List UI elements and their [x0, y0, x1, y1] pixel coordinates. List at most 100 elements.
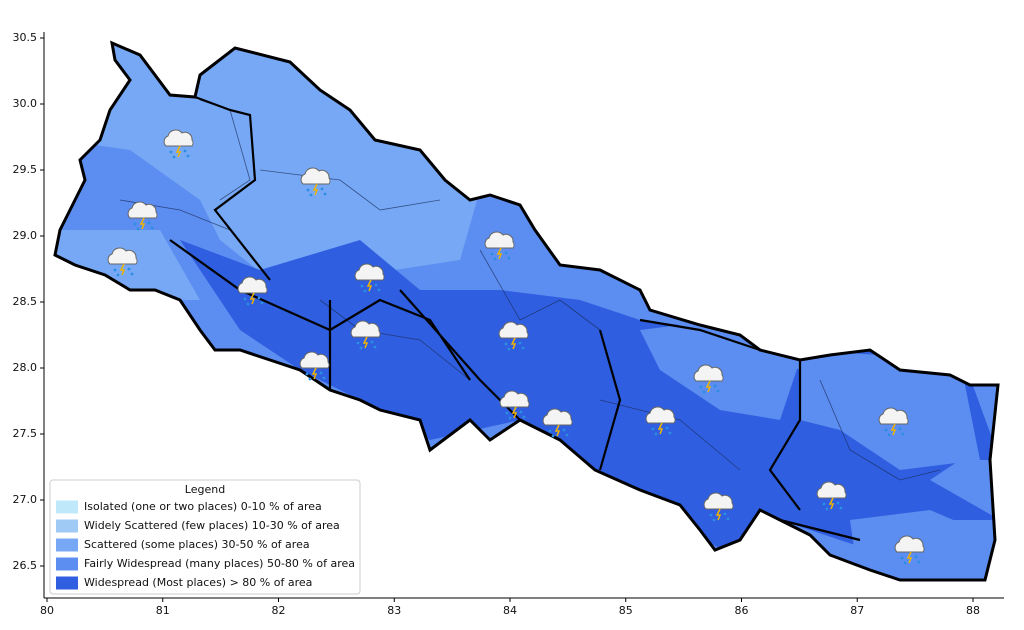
bolt: [906, 551, 913, 564]
drop: [884, 428, 888, 432]
legend-swatch: [56, 538, 78, 552]
rain-icon: [107, 247, 138, 277]
drop: [518, 341, 522, 345]
drop: [507, 347, 511, 351]
drop: [363, 289, 367, 293]
drop: [522, 415, 526, 419]
drop: [493, 257, 497, 261]
drop: [306, 188, 310, 192]
cloud: [499, 390, 530, 408]
cloud: [299, 351, 330, 369]
drop: [186, 154, 190, 158]
province-borders: [169, 95, 861, 542]
province-line: [169, 95, 861, 542]
bolt: [312, 183, 319, 196]
drop: [113, 268, 117, 272]
drop: [665, 426, 669, 430]
drop: [246, 302, 250, 306]
district-borders: [119, 99, 941, 481]
rain-icon: [645, 406, 676, 436]
cloud: [300, 167, 331, 185]
bolt: [311, 367, 318, 380]
cloud: [878, 407, 909, 425]
bolt: [828, 497, 835, 510]
x-tick-label: 86: [735, 604, 749, 617]
y-tick-label: 30.0: [13, 97, 38, 110]
x-tick-label: 82: [272, 604, 286, 617]
bolt: [510, 337, 517, 350]
cloud: [107, 247, 138, 265]
weather-icons: [107, 129, 925, 565]
rain-icon: [484, 231, 515, 261]
y-tick-label: 26.5: [13, 559, 38, 572]
bolt: [890, 423, 897, 436]
cloud: [350, 320, 381, 338]
rain-icon: [816, 481, 847, 511]
drop: [308, 377, 312, 381]
y-tick-label: 28.5: [13, 295, 38, 308]
drop: [903, 561, 907, 565]
rain-icon: [878, 407, 909, 437]
drop: [309, 193, 313, 197]
legend-box: [49, 479, 361, 595]
drop: [726, 517, 730, 521]
drop: [169, 150, 173, 154]
y-tick-label: 29.0: [13, 229, 38, 242]
rain-icon: [693, 364, 724, 394]
y-tick-label: 30.5: [13, 31, 38, 44]
bolt: [705, 380, 712, 393]
drop: [654, 432, 658, 436]
legend-label: Isolated (one or two places) 0-10 % of a…: [84, 500, 322, 513]
legend-label: Scattered (some places) 30-50 % of area: [84, 538, 310, 551]
drop: [243, 297, 247, 301]
drop: [323, 192, 327, 196]
y-tick-label: 28.0: [13, 361, 38, 374]
drop: [651, 427, 655, 431]
cloud: [354, 263, 385, 281]
drop: [359, 346, 363, 350]
bolt: [511, 406, 518, 419]
drop: [150, 226, 154, 230]
drop: [356, 341, 360, 345]
rain-icon: [499, 390, 530, 420]
drop: [373, 345, 377, 349]
x-tick-label: 87: [850, 604, 864, 617]
region-scattered-west: [55, 230, 200, 300]
bolt: [715, 508, 722, 521]
cloud: [127, 201, 158, 219]
drop: [360, 284, 364, 288]
x-tick-label: 84: [503, 604, 517, 617]
x-tick-label: 80: [40, 604, 54, 617]
drop: [702, 390, 706, 394]
x-tick-label: 85: [619, 604, 633, 617]
rain-icon: [703, 492, 734, 522]
cloud: [703, 492, 734, 510]
drop: [709, 513, 713, 517]
drop: [319, 371, 323, 375]
bolt: [175, 145, 182, 158]
drop: [712, 518, 716, 522]
region-fairly-widespread-south: [850, 510, 998, 580]
bolt: [657, 422, 664, 435]
legend-label: Fairly Widespread (many places) 50-80 % …: [84, 557, 355, 570]
rain-icon: [350, 320, 381, 350]
drop: [836, 501, 840, 505]
bolt: [362, 336, 369, 349]
x-tick-label: 81: [156, 604, 170, 617]
drop: [519, 410, 523, 414]
drop: [713, 384, 717, 388]
legend-label: Widely Scattered (few places) 10-30 % of…: [84, 519, 340, 532]
drop: [260, 301, 264, 305]
drop: [116, 273, 120, 277]
drop: [374, 283, 378, 287]
drop: [172, 155, 176, 159]
cloud: [542, 408, 573, 426]
bolt: [119, 263, 126, 276]
cloud: [894, 535, 925, 553]
drop: [377, 288, 381, 292]
drop: [914, 555, 918, 559]
drop: [183, 149, 187, 153]
district-line: [119, 99, 941, 481]
rain-icon: [498, 321, 529, 351]
